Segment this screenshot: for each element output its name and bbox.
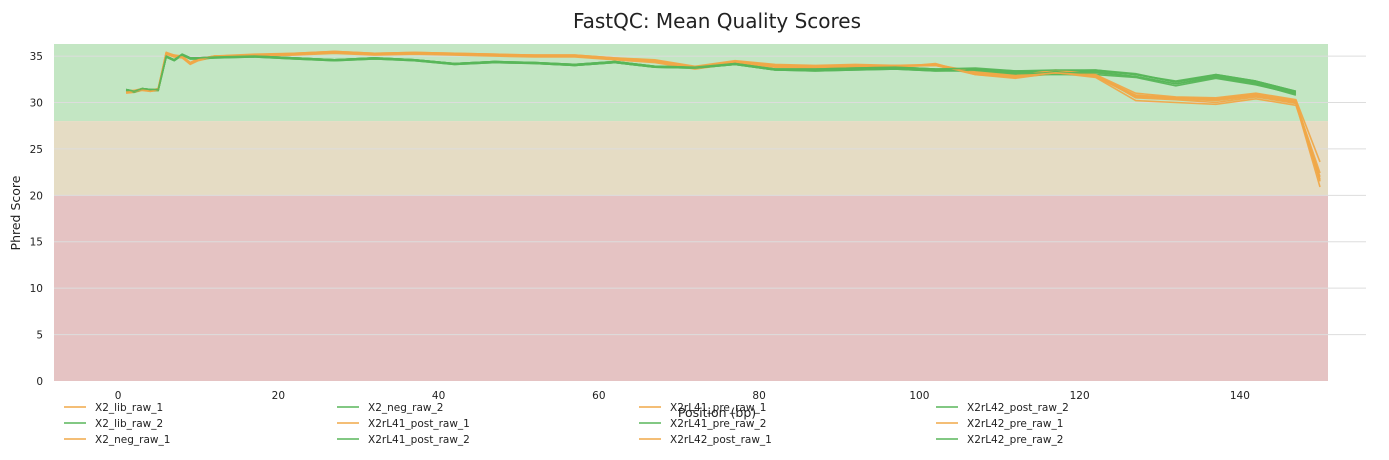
legend: X2_lib_raw_1 X2_lib_raw_2 X2_neg_raw_1 X2_n… [64, 402, 1069, 446]
legend-label: X2_neg_raw_2 [368, 402, 443, 414]
y-tick-label: 25 [30, 144, 43, 156]
legend-label: X2rL41_post_raw_1 [368, 418, 470, 430]
legend-label: X2rL41_pre_raw_2 [670, 418, 766, 430]
y-tick-label: 35 [30, 51, 43, 63]
y-axis-label: Phred Score [8, 175, 23, 250]
legend-item[interactable]: X2_neg_raw_1 [64, 434, 170, 446]
legend-item[interactable]: X2_neg_raw_2 [337, 402, 443, 414]
quality-band-1 [54, 121, 1328, 196]
y-tick-label: 15 [30, 237, 43, 249]
legend-item[interactable]: X2_lib_raw_2 [64, 418, 163, 430]
legend-label: X2rL41_post_raw_2 [368, 434, 470, 446]
legend-label: X2rL42_pre_raw_1 [967, 418, 1063, 430]
grid-lines [54, 55, 1366, 336]
x-tick-label: 140 [1230, 390, 1250, 402]
y-axis-ticks: 0 5 10 15 20 25 30 35 [30, 51, 43, 388]
x-tick-label: 0 [115, 390, 122, 402]
series-line-11 [125, 53, 1297, 93]
x-tick-label: 100 [909, 390, 929, 402]
x-tick-label: 40 [432, 390, 445, 402]
legend-label: X2rL41_pre_raw_1 [670, 402, 766, 414]
y-tick-label: 0 [36, 376, 43, 388]
chart-title: FastQC: Mean Quality Scores [573, 9, 861, 33]
legend-label: X2_neg_raw_1 [95, 434, 170, 446]
legend-item[interactable]: X2rL41_post_raw_2 [337, 434, 470, 446]
y-tick-label: 30 [30, 97, 43, 109]
legend-label: X2rL42_pre_raw_2 [967, 434, 1063, 446]
legend-item[interactable]: X2rL41_pre_raw_2 [639, 418, 766, 430]
y-tick-label: 10 [30, 283, 43, 295]
y-tick-label: 20 [30, 190, 43, 202]
x-tick-label: 80 [752, 390, 765, 402]
legend-item[interactable]: X2rL42_pre_raw_1 [936, 418, 1063, 430]
legend-item[interactable]: X2rL42_post_raw_1 [639, 434, 772, 446]
legend-item[interactable]: X2rL41_post_raw_1 [337, 418, 470, 430]
legend-item[interactable]: X2_lib_raw_1 [64, 402, 163, 414]
legend-label: X2rL42_post_raw_2 [967, 402, 1069, 414]
legend-item[interactable]: X2rL42_post_raw_2 [936, 402, 1069, 414]
x-axis-ticks: 0 20 40 60 80 100 120 140 [115, 390, 1250, 402]
legend-label: X2_lib_raw_1 [95, 402, 163, 414]
x-tick-label: 60 [592, 390, 605, 402]
legend-item[interactable]: X2rL42_pre_raw_2 [936, 434, 1063, 446]
series-line-10 [126, 51, 1321, 180]
series-lines [125, 50, 1321, 188]
x-tick-label: 120 [1070, 390, 1090, 402]
x-tick-label: 20 [272, 390, 285, 402]
y-tick-label: 5 [36, 330, 43, 342]
legend-label: X2rL42_post_raw_1 [670, 434, 772, 446]
legend-item[interactable]: X2rL41_pre_raw_1 [639, 402, 766, 414]
legend-label: X2_lib_raw_2 [95, 418, 163, 430]
x-axis-label: Position (bp) [678, 405, 756, 420]
